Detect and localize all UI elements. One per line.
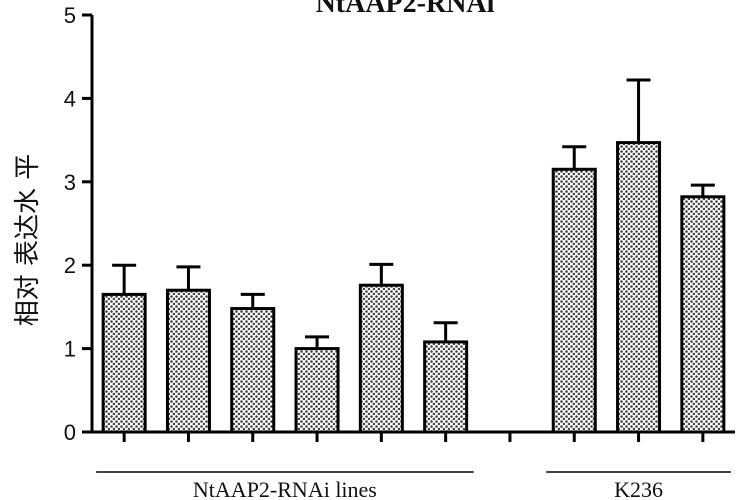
y-tick-label: 4 bbox=[64, 86, 76, 111]
bar bbox=[551, 167, 597, 434]
chart-title: NtAAP2-RNAi bbox=[316, 0, 495, 19]
x-axis bbox=[92, 430, 735, 442]
y-tick-label: 5 bbox=[64, 3, 76, 28]
bar bbox=[680, 195, 726, 434]
y-axis: 0 1 2 3 4 5 bbox=[64, 3, 94, 445]
bar bbox=[616, 141, 662, 434]
y-tick-label: 2 bbox=[64, 253, 76, 278]
y-tick-label: 3 bbox=[64, 170, 76, 195]
bar bbox=[358, 283, 404, 434]
bar bbox=[294, 347, 340, 434]
y-tick-label: 0 bbox=[64, 420, 76, 445]
group-labels: NtAAP2-RNAi lines K236 bbox=[96, 471, 731, 500]
bars-group bbox=[101, 78, 726, 434]
group-label: NtAAP2-RNAi lines bbox=[193, 477, 377, 500]
group-label: K236 bbox=[614, 477, 663, 500]
bar bbox=[423, 340, 469, 434]
y-axis-label: 相对 表达水 平 bbox=[13, 154, 43, 327]
bar bbox=[230, 307, 276, 434]
bar bbox=[165, 288, 211, 434]
y-tick-label: 1 bbox=[64, 337, 76, 362]
bar bbox=[101, 292, 147, 434]
